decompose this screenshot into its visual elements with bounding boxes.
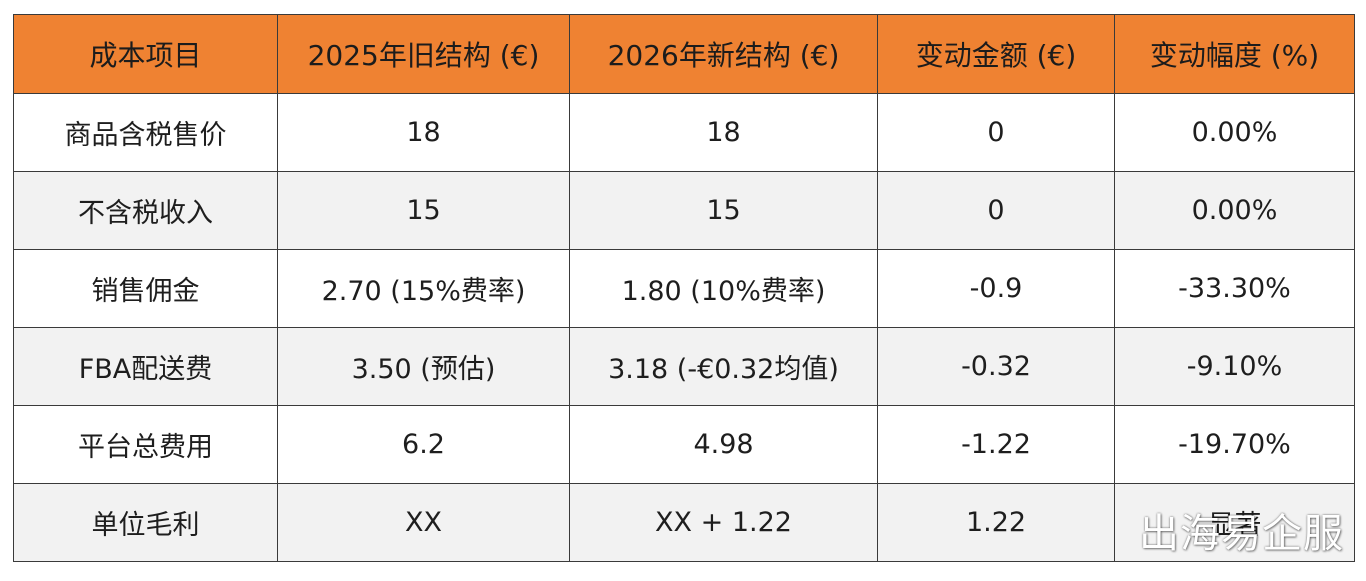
- table-row: 平台总费用 6.2 4.98 -1.22 -19.70%: [13, 405, 1355, 484]
- table-cell: 3.18 (-€0.32均值): [569, 327, 878, 406]
- table-cell: -19.70%: [1114, 405, 1355, 484]
- table-cell: -9.10%: [1114, 327, 1355, 406]
- table-cell: 0.00%: [1114, 171, 1355, 250]
- cost-comparison-table: 成本项目 2025年旧结构 (€) 2026年新结构 (€) 变动金额 (€) …: [13, 14, 1355, 562]
- table-cell: -0.9: [877, 249, 1115, 328]
- table-cell: 平台总费用: [13, 405, 278, 484]
- table-cell: 15: [569, 171, 878, 250]
- table-cell: -33.30%: [1114, 249, 1355, 328]
- table-cell: -1.22: [877, 405, 1115, 484]
- table-cell: 18: [569, 93, 878, 172]
- table-cell: 1.22: [877, 483, 1115, 562]
- table-cell: FBA配送费: [13, 327, 278, 406]
- header-cost-item: 成本项目: [13, 14, 278, 94]
- header-change-percent: 变动幅度 (%): [1114, 14, 1355, 94]
- table-cell: 4.98: [569, 405, 878, 484]
- table-cell: 商品含税售价: [13, 93, 278, 172]
- table-cell: XX + 1.22: [569, 483, 878, 562]
- header-2026-new-structure: 2026年新结构 (€): [569, 14, 878, 94]
- table-cell: 0: [877, 93, 1115, 172]
- table-cell: XX: [277, 483, 570, 562]
- table-row: 商品含税售价 18 18 0 0.00%: [13, 93, 1355, 172]
- header-2025-old-structure: 2025年旧结构 (€): [277, 14, 570, 94]
- table-cell: 15: [277, 171, 570, 250]
- cost-comparison-table-container: 成本项目 2025年旧结构 (€) 2026年新结构 (€) 变动金额 (€) …: [13, 14, 1355, 562]
- table-header-row: 成本项目 2025年旧结构 (€) 2026年新结构 (€) 变动金额 (€) …: [13, 14, 1355, 94]
- table-cell: 1.80 (10%费率): [569, 249, 878, 328]
- table-cell: 18: [277, 93, 570, 172]
- header-change-amount: 变动金额 (€): [877, 14, 1115, 94]
- table-cell: 单位毛利: [13, 483, 278, 562]
- table-cell: 6.2: [277, 405, 570, 484]
- table-cell: 显著: [1114, 483, 1355, 562]
- table-cell: 3.50 (预估): [277, 327, 570, 406]
- table-cell: 不含税收入: [13, 171, 278, 250]
- table-cell: 销售佣金: [13, 249, 278, 328]
- table-cell: 2.70 (15%费率): [277, 249, 570, 328]
- table-row: 销售佣金 2.70 (15%费率) 1.80 (10%费率) -0.9 -33.…: [13, 249, 1355, 328]
- table-cell: 0.00%: [1114, 93, 1355, 172]
- table-cell: 0: [877, 171, 1115, 250]
- table-cell: -0.32: [877, 327, 1115, 406]
- table-row: 不含税收入 15 15 0 0.00%: [13, 171, 1355, 250]
- table-row: 单位毛利 XX XX + 1.22 1.22 显著: [13, 483, 1355, 562]
- table-row: FBA配送费 3.50 (预估) 3.18 (-€0.32均值) -0.32 -…: [13, 327, 1355, 406]
